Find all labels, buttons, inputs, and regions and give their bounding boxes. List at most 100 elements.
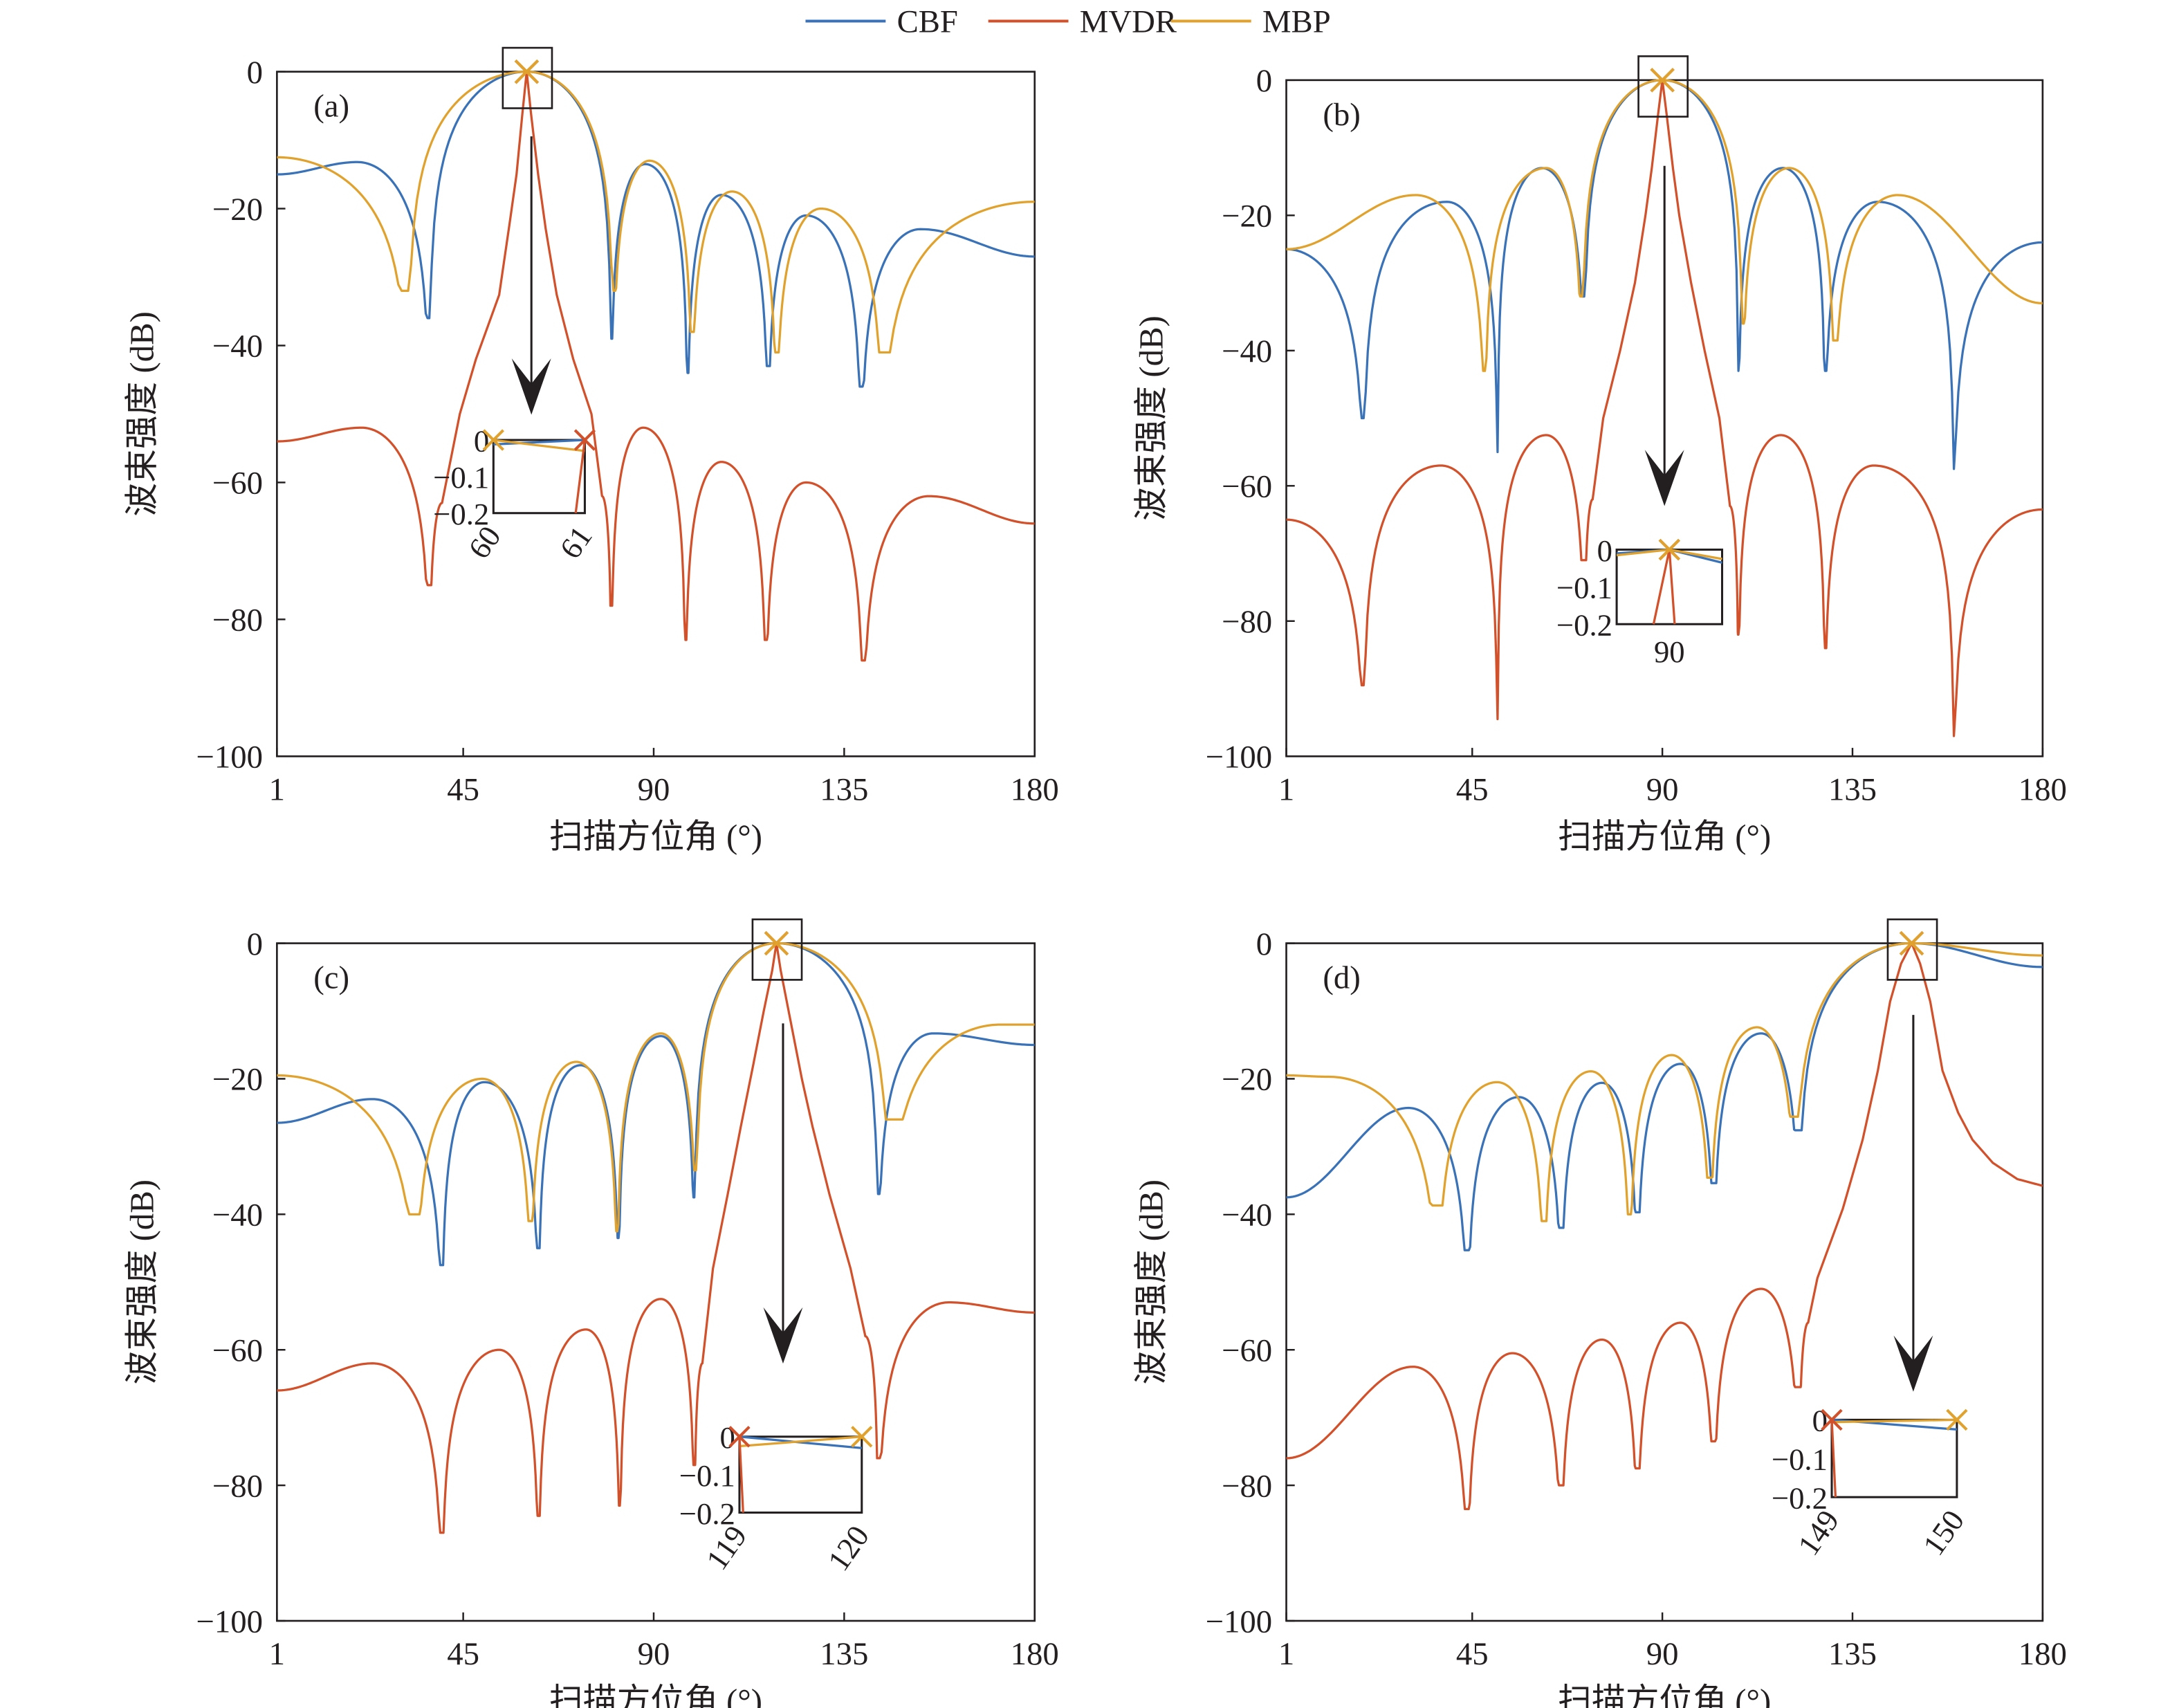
x-tick-label: 90 bbox=[1646, 771, 1679, 807]
inset-mvdr-curve bbox=[738, 1436, 744, 1513]
x-tick-label: 1 bbox=[1278, 771, 1294, 807]
y-tick-label: −40 bbox=[1222, 1197, 1272, 1233]
y-tick-label: −40 bbox=[212, 1197, 263, 1233]
x-marker-stroke bbox=[573, 429, 596, 451]
y-tick-label: 0 bbox=[247, 55, 263, 91]
x-tick-label: 180 bbox=[1011, 771, 1059, 807]
x-marker-stroke bbox=[764, 930, 789, 956]
y-tick-label: 0 bbox=[1256, 63, 1272, 99]
inset-y-tick-label: −0.1 bbox=[433, 460, 489, 495]
x-tick-label: 1 bbox=[269, 1636, 285, 1672]
inset-y-tick-label: −0.2 bbox=[1772, 1480, 1828, 1515]
x-marker-stroke bbox=[1650, 68, 1675, 93]
x-axis-label: 扫描方位角 (°) bbox=[1558, 1682, 1771, 1708]
cbf-curve bbox=[277, 71, 1035, 388]
mbp-peak-marker bbox=[764, 930, 789, 956]
inset-mvdr-curve bbox=[574, 439, 587, 513]
inset-mvdr-marker bbox=[728, 1426, 751, 1448]
panel-a: 1 45 90 135 180 0 −20 −40 −60 −80 −100 扫描方位角 (°) 波束强… bbox=[124, 46, 1059, 855]
inset-mvdr-marker bbox=[573, 429, 596, 451]
mvdr-curve bbox=[277, 942, 1035, 1534]
y-tick-label: −60 bbox=[1222, 469, 1272, 505]
inset-y-tick-label: −0.2 bbox=[433, 497, 489, 531]
y-tick-label: −40 bbox=[212, 329, 263, 365]
y-tick-label: −60 bbox=[212, 1332, 263, 1368]
legend-label-mbp: MBP bbox=[1262, 4, 1331, 40]
zoom-arrow-head-icon bbox=[511, 358, 551, 415]
panel-label: (c) bbox=[313, 960, 349, 996]
y-tick-label: −80 bbox=[212, 603, 263, 639]
x-marker-stroke bbox=[1821, 1408, 1843, 1431]
inset-y-tick-label: −0.2 bbox=[679, 1496, 735, 1531]
y-tick-label: −80 bbox=[1222, 1468, 1272, 1504]
x-tick-label: 135 bbox=[1828, 1636, 1877, 1672]
x-marker-stroke bbox=[851, 1426, 873, 1448]
y-axis-label: 波束强度 (dB) bbox=[1133, 315, 1170, 521]
inset-mbp-marker bbox=[1658, 538, 1680, 561]
x-tick-label: 180 bbox=[1011, 1636, 1059, 1672]
inset-frame bbox=[738, 1435, 863, 1514]
plot-area-frame bbox=[276, 71, 1036, 757]
inset-mbp-marker bbox=[1946, 1408, 1968, 1431]
x-tick-label: 180 bbox=[2019, 1636, 2067, 1672]
x-marker-stroke bbox=[482, 429, 504, 451]
panel-c: 1 45 90 135 180 0 −20 −40 −60 −80 −100 扫描方位角 (°) 波束强… bbox=[124, 918, 1059, 1708]
zoom-inset: 0−0.1−0.2 90 bbox=[1556, 533, 1724, 669]
x-tick-label: 1 bbox=[1278, 1636, 1294, 1672]
inset-y-tick-label: 0 bbox=[474, 423, 489, 458]
y-tick-label: −60 bbox=[212, 466, 263, 502]
mbp-peak-marker bbox=[1899, 930, 1924, 956]
legend-label-mvdr: MVDR bbox=[1080, 4, 1177, 40]
zoom-arrow-head-icon bbox=[1893, 1335, 1933, 1392]
inset-y-tick-label: −0.1 bbox=[679, 1458, 735, 1493]
x-tick-label: 90 bbox=[638, 1636, 670, 1672]
inset-mbp-curve bbox=[493, 439, 585, 452]
mbp-curve bbox=[277, 942, 1035, 1233]
y-tick-label: −20 bbox=[1222, 1062, 1272, 1098]
inset-y-tick-label: −0.2 bbox=[1556, 608, 1612, 643]
x-tick-label: 135 bbox=[820, 771, 868, 807]
x-axis-label: 扫描方位角 (°) bbox=[1558, 818, 1771, 855]
panel-d: 1 45 90 135 180 0 −20 −40 −60 −80 −100 扫描方位角 (°) 波束强… bbox=[1133, 918, 2067, 1708]
y-tick-label: −100 bbox=[1206, 1604, 1272, 1640]
inset-y-tick-label: −0.1 bbox=[1556, 571, 1612, 605]
panel-label: (d) bbox=[1323, 960, 1361, 996]
inset-mvdr-curve bbox=[1830, 1420, 1837, 1498]
y-tick-label: 0 bbox=[1256, 926, 1272, 962]
x-marker-stroke bbox=[1899, 930, 1924, 956]
inset-cbf-curve bbox=[493, 439, 585, 446]
curves bbox=[277, 942, 1035, 1534]
plot-area-frame bbox=[1285, 942, 2044, 1622]
inset-mbp-marker bbox=[482, 429, 504, 451]
y-tick-label: −20 bbox=[1222, 199, 1272, 235]
inset-y-tick-label: 0 bbox=[1597, 533, 1612, 568]
inset-x-tick-label: 120 bbox=[821, 1519, 876, 1577]
curves bbox=[277, 71, 1035, 662]
x-tick-label: 180 bbox=[2019, 771, 2067, 807]
y-tick-label: −40 bbox=[1222, 333, 1272, 369]
curves bbox=[1286, 942, 2043, 1511]
x-tick-label: 45 bbox=[447, 1636, 479, 1672]
mbp-curve bbox=[1286, 942, 2043, 1222]
legend-label-cbf: CBF bbox=[897, 4, 958, 40]
mbp-curve bbox=[277, 71, 1035, 354]
y-tick-label: −80 bbox=[212, 1468, 263, 1504]
inset-x-tick-label: 150 bbox=[1916, 1504, 1971, 1562]
x-marker-stroke bbox=[1658, 538, 1680, 561]
y-tick-label: −20 bbox=[212, 1062, 263, 1098]
plot-area-frame bbox=[276, 942, 1036, 1622]
cbf-curve bbox=[277, 942, 1035, 1267]
zoom-region-box bbox=[1637, 55, 1689, 118]
inset-y-tick-label: 0 bbox=[1812, 1404, 1828, 1438]
y-tick-label: −60 bbox=[1222, 1332, 1272, 1368]
mbp-peak-marker bbox=[514, 59, 540, 84]
inset-x-tick-label: 61 bbox=[553, 520, 599, 564]
x-marker-stroke bbox=[728, 1426, 751, 1448]
x-marker-stroke bbox=[514, 59, 540, 84]
y-tick-label: −100 bbox=[196, 740, 263, 775]
y-tick-label: −80 bbox=[1222, 604, 1272, 640]
mbp-peak-marker bbox=[1650, 68, 1675, 93]
panel-label: (a) bbox=[313, 89, 349, 125]
inset-mbp-curve bbox=[1832, 1418, 1957, 1424]
